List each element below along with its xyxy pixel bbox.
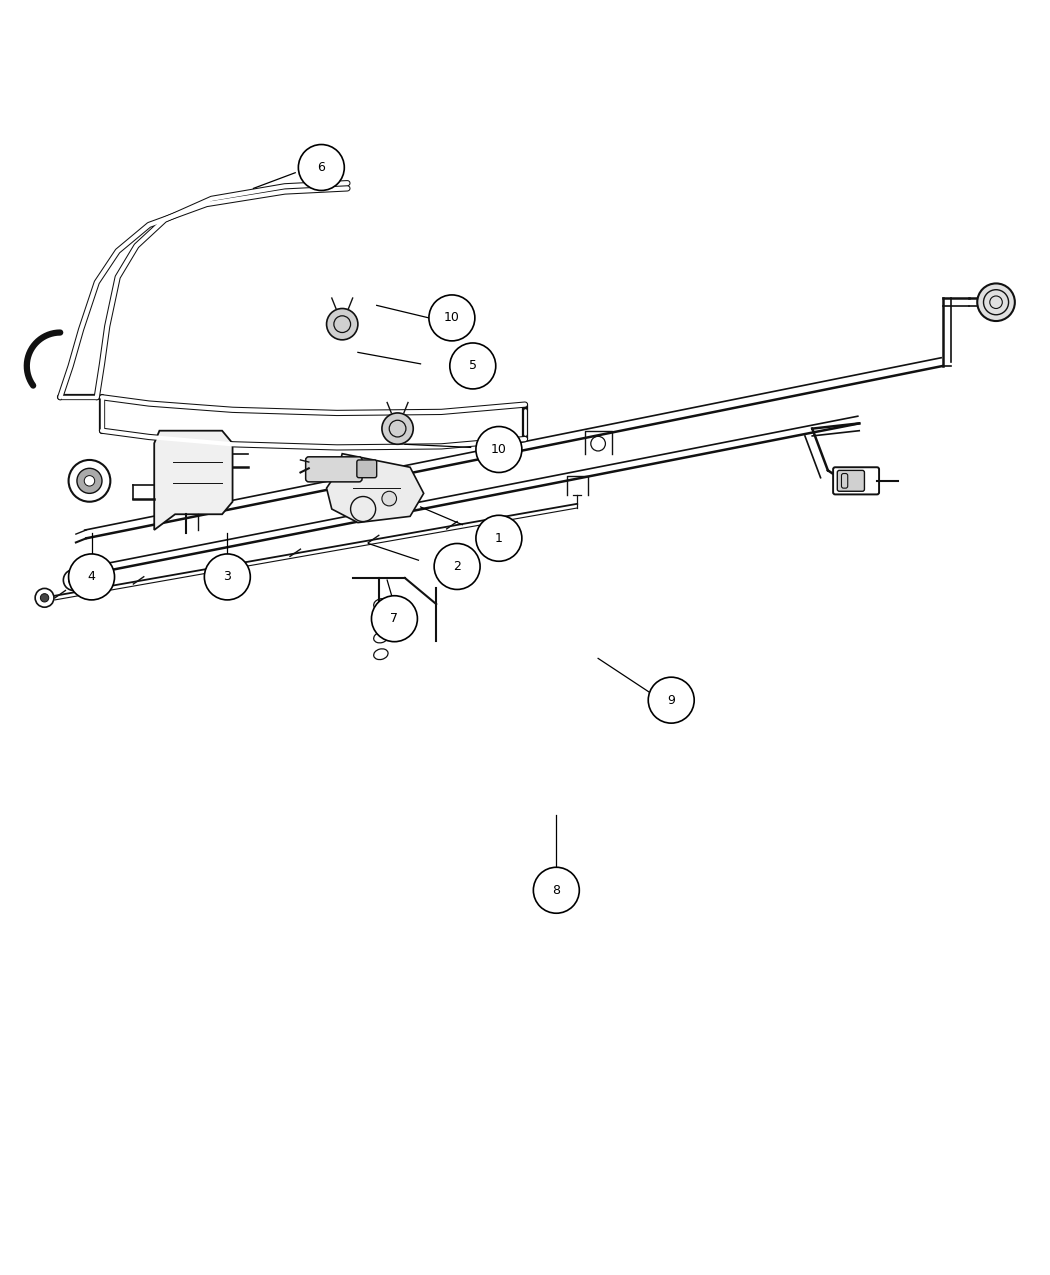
Text: 1: 1 [495, 532, 503, 544]
Text: 5: 5 [468, 360, 477, 372]
FancyBboxPatch shape [943, 298, 960, 366]
Text: 2: 2 [454, 560, 461, 572]
Circle shape [978, 283, 1015, 321]
FancyBboxPatch shape [837, 470, 864, 491]
Polygon shape [154, 431, 232, 530]
Text: 8: 8 [552, 884, 561, 896]
Text: 3: 3 [224, 570, 231, 584]
FancyBboxPatch shape [306, 456, 362, 482]
Text: 10: 10 [491, 442, 507, 456]
Circle shape [434, 543, 480, 589]
FancyBboxPatch shape [833, 467, 879, 495]
Circle shape [382, 491, 397, 506]
Circle shape [63, 570, 84, 590]
FancyBboxPatch shape [841, 473, 847, 488]
Circle shape [327, 309, 358, 340]
Text: 9: 9 [668, 694, 675, 706]
Circle shape [382, 413, 414, 444]
Circle shape [298, 144, 344, 190]
Circle shape [372, 595, 418, 641]
Circle shape [68, 575, 79, 585]
Circle shape [68, 460, 110, 502]
Circle shape [77, 468, 102, 493]
Circle shape [40, 594, 48, 602]
Text: 10: 10 [444, 311, 460, 324]
Polygon shape [327, 454, 424, 523]
Text: 7: 7 [391, 612, 398, 625]
Circle shape [68, 553, 114, 601]
Circle shape [533, 867, 580, 913]
Circle shape [648, 677, 694, 723]
Circle shape [35, 588, 54, 607]
Circle shape [449, 343, 496, 389]
Circle shape [428, 295, 475, 340]
Circle shape [476, 515, 522, 561]
Text: 6: 6 [317, 161, 326, 173]
Circle shape [205, 553, 250, 601]
Circle shape [476, 427, 522, 473]
Text: 4: 4 [87, 570, 96, 584]
Circle shape [84, 476, 94, 486]
FancyBboxPatch shape [357, 460, 377, 478]
